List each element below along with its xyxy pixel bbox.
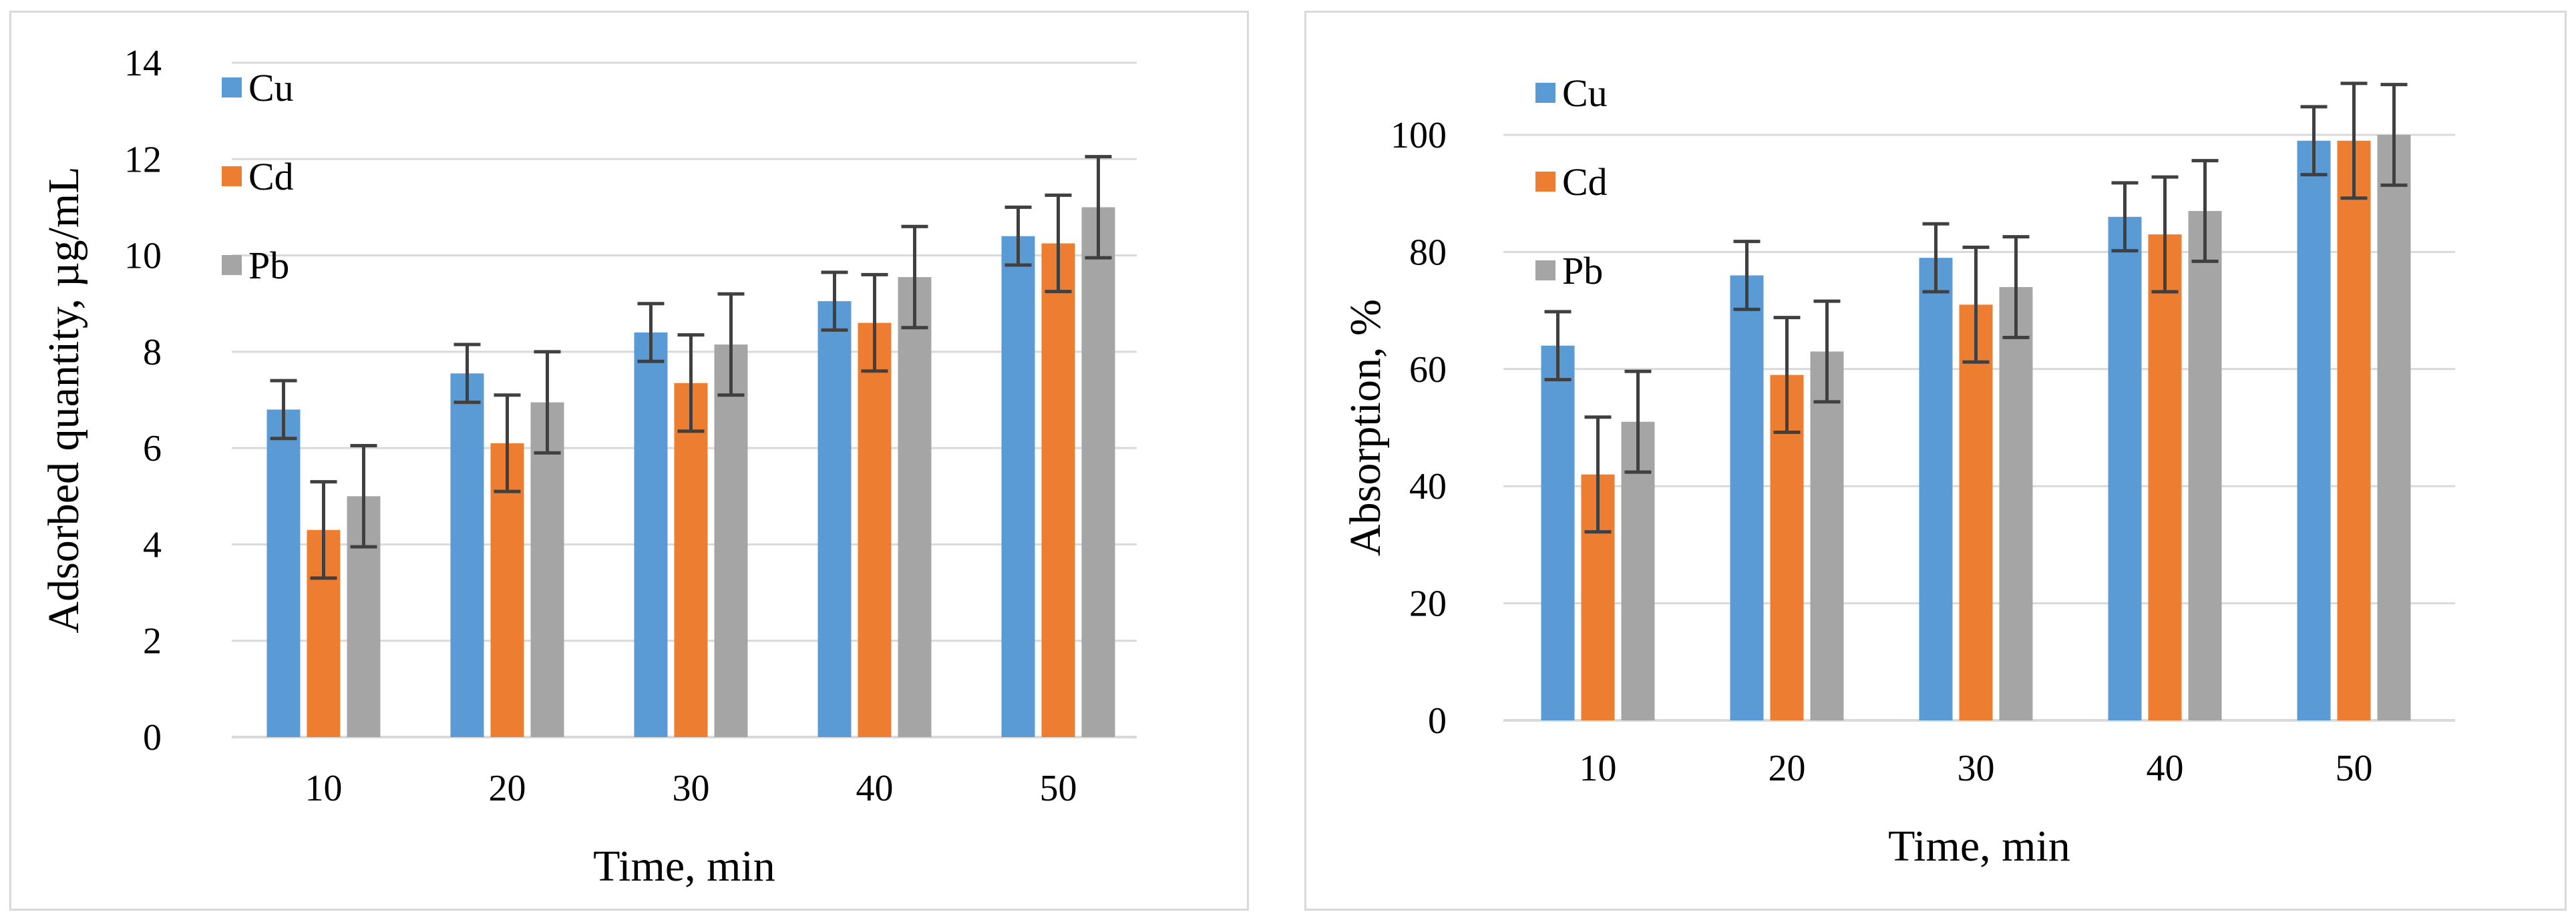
chart-panel-absorption: 0 20 40 60 80 100 10 20 30 40 50 Time, min Absorptio… [1304, 11, 2567, 911]
legend-label-cu: Cu [1562, 71, 1608, 115]
legend-swatch-cd [222, 166, 242, 186]
x-tick-label: 50 [2336, 748, 2373, 789]
bar-pb [714, 344, 748, 737]
y-tick-label: 40 [1409, 466, 1447, 507]
bar-cu [1541, 345, 1575, 720]
bar-cu [266, 409, 301, 737]
chart-absorption: 0 20 40 60 80 100 10 20 30 40 50 Time, min Absorptio… [1341, 71, 2455, 871]
bar-cu [1001, 236, 1035, 737]
bar-pb [2188, 211, 2222, 720]
y-tick-label: 2 [143, 621, 162, 662]
bar-cu [2297, 140, 2331, 720]
y-tick-label: 6 [143, 428, 162, 469]
bar-cu [1919, 258, 1953, 720]
bar-cu [2108, 216, 2142, 720]
y-tick-label: 12 [124, 139, 162, 180]
bar-pb [1999, 287, 2033, 720]
x-tick-label: 20 [1769, 748, 1806, 789]
x-tick-label: 50 [1040, 768, 1077, 809]
x-tick-label: 30 [673, 768, 710, 809]
bar-cu [1730, 275, 1764, 721]
bar-cd [858, 322, 892, 738]
x-tick-label: 20 [489, 768, 526, 809]
bar-pb [1810, 351, 1844, 720]
x-tick-label: 30 [1958, 748, 1995, 789]
y-tick-label: 10 [124, 236, 162, 277]
legend-swatch-cu [1535, 83, 1555, 103]
y-tick-label: 0 [1428, 700, 1447, 742]
bar-cu [817, 301, 852, 737]
y-tick-label: 0 [143, 717, 162, 758]
legend-label-cd: Cd [248, 155, 294, 198]
bar-pb [1081, 207, 1115, 737]
legend-label-pb: Pb [1562, 249, 1603, 292]
y-tick-label: 4 [143, 524, 162, 565]
bar-pb [2377, 135, 2411, 720]
y-tick-label: 8 [143, 332, 162, 373]
y-axis-title: Adsorbed quantity, µg/mL [39, 166, 88, 633]
legend-label-cd: Cd [1562, 160, 1608, 204]
bar-cd [1041, 243, 1075, 737]
x-tick-label: 10 [305, 768, 343, 809]
x-axis-title: Time, min [593, 842, 775, 891]
legend-label-cu: Cu [248, 66, 294, 109]
bar-cd [2148, 234, 2182, 721]
bar-cd [2337, 140, 2371, 720]
bar-pb [530, 402, 564, 737]
legend-label-pb: Pb [248, 244, 289, 287]
bar-cu [634, 332, 668, 737]
y-tick-label: 80 [1409, 232, 1447, 273]
y-tick-label: 100 [1391, 115, 1447, 156]
legend-swatch-pb [222, 255, 242, 275]
legend-swatch-pb [1535, 260, 1555, 280]
legend-swatch-cu [222, 77, 242, 97]
y-tick-label: 20 [1409, 584, 1447, 625]
y-tick-label: 60 [1409, 349, 1447, 391]
y-axis-title: Absorption, % [1341, 299, 1390, 556]
x-tick-label: 10 [1580, 748, 1617, 789]
bar-cd [1959, 304, 1993, 721]
x-tick-label: 40 [856, 768, 894, 809]
x-tick-label: 40 [2147, 748, 2184, 789]
bar-cd [674, 383, 708, 737]
bar-pb [898, 277, 932, 737]
chart-panel-adsorbed: 0 2 4 6 8 10 12 14 10 20 30 40 50 Time, min Adsorbed q… [9, 11, 1249, 911]
y-tick-label: 14 [124, 43, 162, 84]
x-axis-title: Time, min [1888, 822, 2070, 871]
bar-cu [450, 373, 484, 737]
legend-swatch-cd [1535, 172, 1555, 192]
chart-adsorbed-quantity: 0 2 4 6 8 10 12 14 10 20 30 40 50 Time, min Adsorbed q… [39, 43, 1137, 891]
